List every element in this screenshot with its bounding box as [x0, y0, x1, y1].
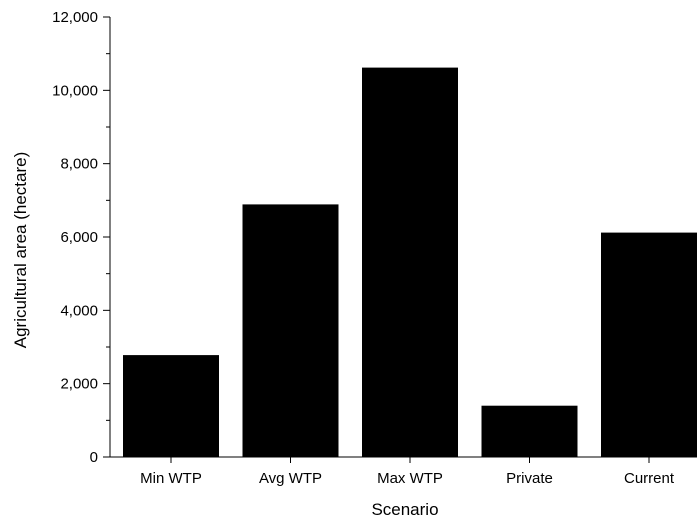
y-axis: 0 2,000 4,000 6,000 8,000 10,000 12,000 — [52, 9, 111, 466]
y-tick-label: 2,000 — [60, 376, 98, 393]
y-tick-label: 12,000 — [52, 9, 98, 26]
x-tick-label: Avg WTP — [259, 470, 322, 487]
y-tick-label: 4,000 — [60, 302, 98, 319]
x-tick-label: Max WTP — [377, 470, 443, 487]
x-axis-title: Scenario — [371, 500, 438, 519]
x-tick-label: Private — [506, 470, 553, 487]
y-tick-label: 10,000 — [52, 82, 98, 99]
y-tick-label: 0 — [90, 449, 98, 466]
bar-private — [481, 405, 578, 457]
x-tick-label: Min WTP — [140, 470, 202, 487]
bar-avg-wtp — [242, 204, 339, 457]
x-tick-label: Current — [624, 470, 675, 487]
bar-max-wtp — [362, 67, 458, 457]
y-axis-title: Agricultural area (hectare) — [11, 152, 30, 349]
bars-group — [123, 67, 697, 457]
bar-min-wtp — [123, 355, 219, 457]
bar-current — [601, 232, 697, 457]
y-tick-label: 6,000 — [60, 229, 98, 246]
y-tick-label: 8,000 — [60, 156, 98, 173]
x-axis: Min WTP Avg WTP Max WTP Private Current — [110, 456, 697, 487]
